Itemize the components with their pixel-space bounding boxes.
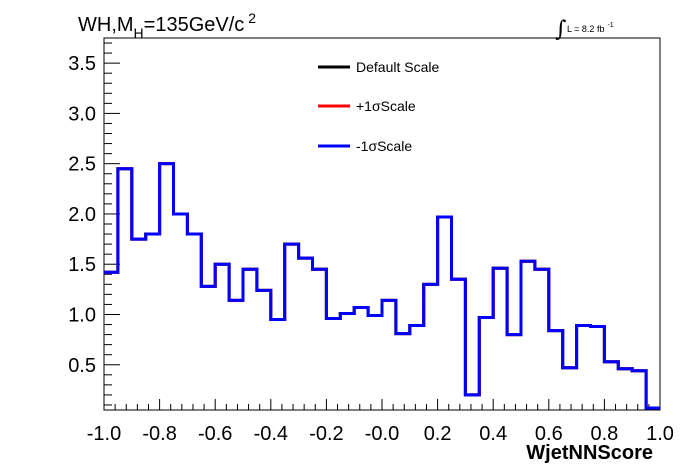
x-tick-label: 0.2	[424, 423, 452, 445]
x-tick-label: -0.0	[365, 423, 399, 445]
x-tick-label: 1.0	[646, 423, 674, 445]
y-tick-label: 2.0	[68, 204, 96, 226]
title-subscript: H	[134, 25, 144, 41]
chart-title: WH,MH=135GeV/c 2	[78, 10, 256, 41]
x-tick-label: 0.8	[590, 423, 618, 445]
series-line-2	[104, 162, 660, 410]
title-prefix: WH,M	[78, 14, 134, 36]
x-axis: -1.0 -0.8 -0.6 -0.4 -0.2 -0.0 0.2 0.4 0.6 0.8 1.0	[87, 399, 674, 445]
x-tick-label: -0.8	[142, 423, 176, 445]
y-tick-label: 3.5	[68, 53, 96, 75]
lumi-label: L = 8.2 fb -1	[567, 22, 614, 34]
legend-label-2: -1σScale	[356, 138, 412, 154]
x-tick-label: -0.6	[198, 423, 232, 445]
lumi-text: L = 8.2 fb	[567, 24, 604, 34]
y-tick-label: 1.5	[68, 254, 96, 276]
series-group	[104, 162, 660, 410]
lumi-superscript: -1	[607, 22, 613, 29]
x-axis-title: WjetNNScore	[526, 442, 653, 464]
y-tick-label: 1.0	[68, 304, 96, 326]
legend: Default Scale +1σScale -1σScale	[318, 59, 439, 154]
title-superscript: 2	[248, 10, 256, 26]
legend-label-0: Default Scale	[356, 59, 439, 75]
x-tick-label: -0.2	[309, 423, 343, 445]
x-tick-label: -0.4	[254, 423, 288, 445]
x-tick-label: -1.0	[87, 423, 121, 445]
y-tick-label: 2.5	[68, 154, 96, 176]
series-line-1	[104, 162, 660, 410]
x-tick-label: 0.4	[479, 423, 507, 445]
y-axis: 0.5 1.0 1.5 2.0 2.5 3.0 3.5	[68, 42, 120, 406]
x-tick-label: 0.6	[535, 423, 563, 445]
series-line-0	[104, 162, 660, 410]
y-tick-label: 0.5	[68, 355, 96, 377]
legend-label-1: +1σScale	[356, 98, 416, 114]
title-middle: =135GeV/c	[144, 14, 245, 36]
lumi-integral-symbol: ∫	[555, 17, 567, 42]
y-tick-label: 3.0	[68, 103, 96, 125]
